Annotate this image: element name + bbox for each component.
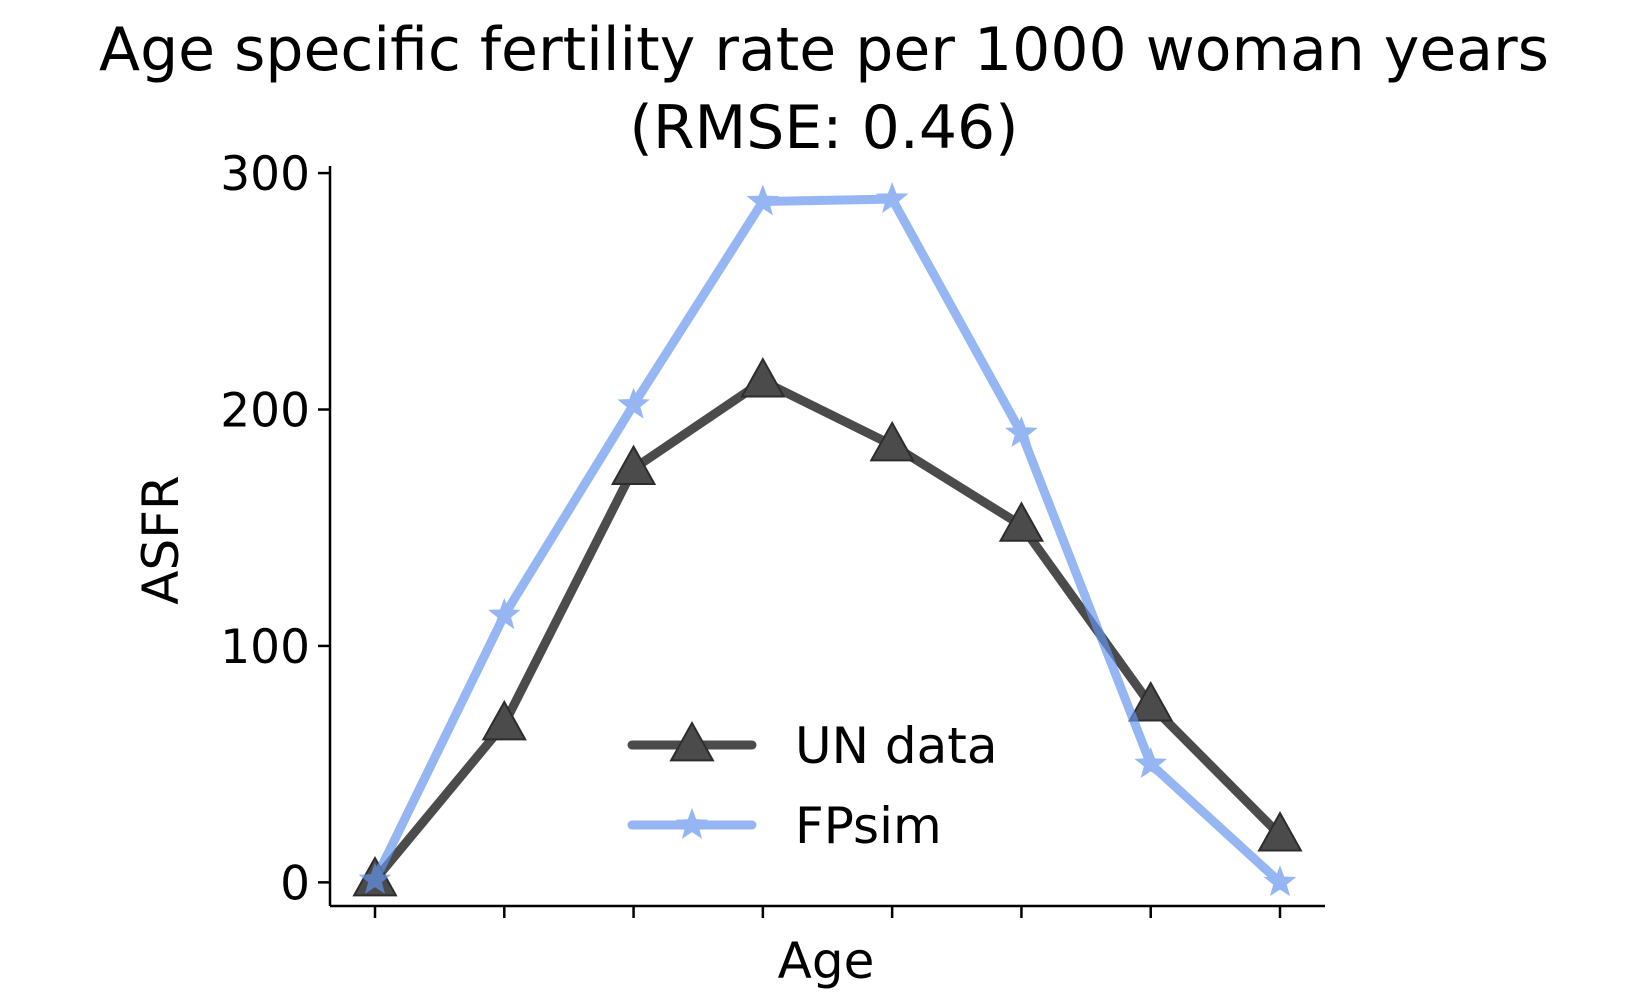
legend-marker-fpsim <box>675 807 709 839</box>
point-fpsim-4 <box>875 181 909 213</box>
legend-swatch-un-data <box>627 720 757 762</box>
legend-label-un-data: UN data <box>795 717 998 775</box>
point-fpsim-5 <box>1005 416 1038 448</box>
chart-subtitle: (RMSE: 0.46) <box>629 93 1018 163</box>
point-un-data-6 <box>1128 680 1174 722</box>
series-line-fpsim <box>370 194 1285 887</box>
chart-title: Age specific fertility rate per 1000 wom… <box>99 15 1549 85</box>
x-axis-label: Age <box>778 932 875 990</box>
point-fpsim-2 <box>617 387 650 419</box>
y-axis-label: ASFR <box>132 475 190 604</box>
y-tick-label-0: 0 <box>280 856 310 911</box>
point-fpsim-3 <box>746 184 780 216</box>
axes <box>328 166 1325 908</box>
point-un-data-3 <box>740 357 786 398</box>
y-tick-label-300: 300 <box>220 147 310 202</box>
legend-swatch-fpsim <box>627 807 757 839</box>
series-line-un-data <box>370 376 1285 885</box>
y-ticks: 0 100 200 300 <box>220 147 330 911</box>
point-un-data-2 <box>610 444 657 486</box>
point-un-data-1 <box>481 699 527 741</box>
point-fpsim-0 <box>358 862 392 894</box>
y-tick-label-100: 100 <box>220 620 310 675</box>
series-fpsim <box>358 181 1297 897</box>
point-fpsim-7 <box>1263 865 1297 897</box>
legend: UN data FPsim <box>627 717 998 855</box>
point-un-data-4 <box>869 420 915 462</box>
legend-label-fpsim: FPsim <box>795 797 942 855</box>
point-un-data-5 <box>998 501 1045 542</box>
y-tick-label-200: 200 <box>220 384 310 439</box>
point-fpsim-6 <box>1134 747 1168 779</box>
point-un-data-7 <box>1257 811 1303 852</box>
point-fpsim-1 <box>487 598 521 630</box>
x-ticks <box>373 906 1282 918</box>
plot-area <box>352 181 1303 897</box>
series-un-data <box>352 357 1303 897</box>
legend-marker-un-data <box>669 720 715 762</box>
